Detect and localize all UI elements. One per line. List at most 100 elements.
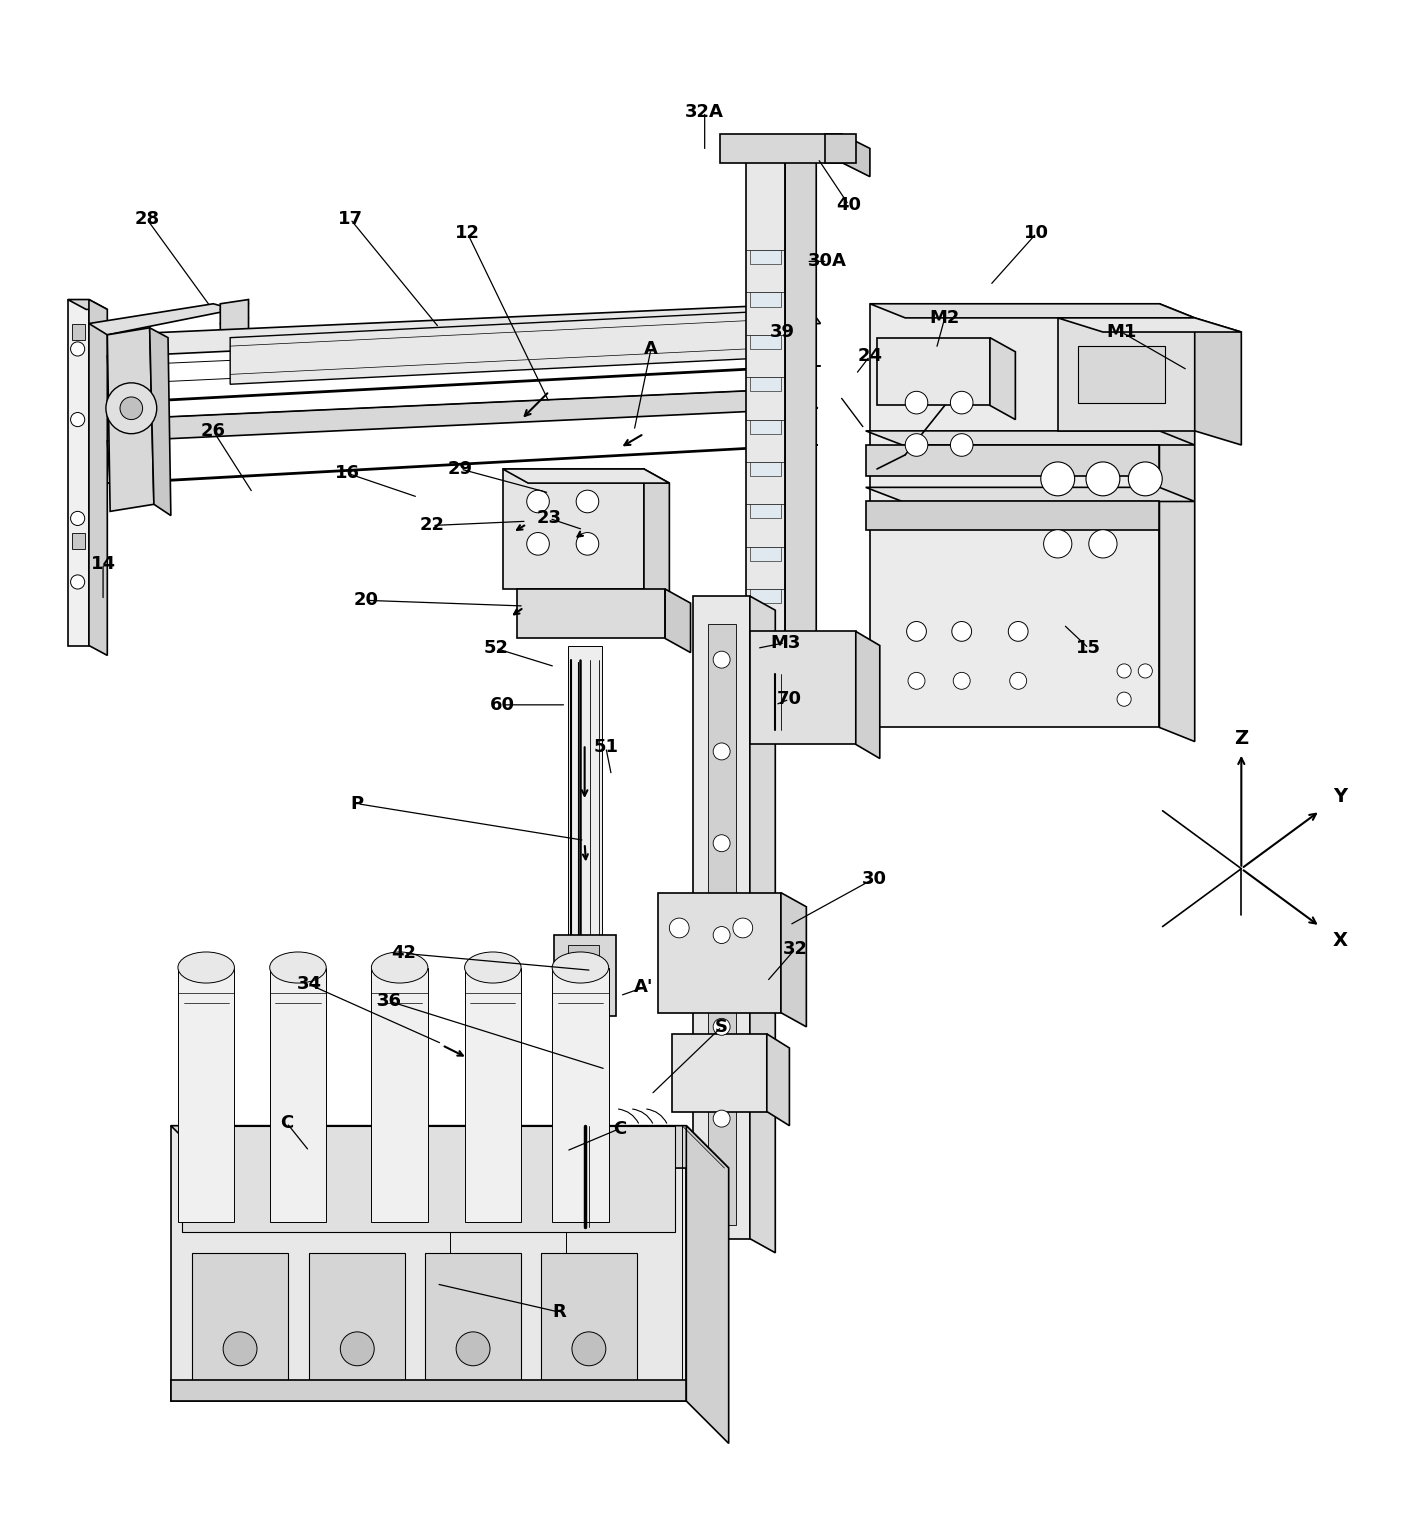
Text: 42: 42 bbox=[392, 945, 416, 962]
Polygon shape bbox=[150, 328, 171, 516]
Bar bbox=[750, 293, 781, 306]
Polygon shape bbox=[108, 356, 129, 402]
Polygon shape bbox=[825, 135, 856, 162]
Text: M1: M1 bbox=[1107, 323, 1136, 341]
Text: 36: 36 bbox=[378, 992, 402, 1010]
Bar bbox=[750, 378, 781, 391]
Bar bbox=[72, 532, 85, 549]
Polygon shape bbox=[108, 388, 818, 441]
Circle shape bbox=[713, 651, 730, 667]
Polygon shape bbox=[672, 1035, 767, 1112]
Polygon shape bbox=[785, 140, 816, 652]
Text: C: C bbox=[280, 1113, 293, 1132]
Polygon shape bbox=[750, 596, 775, 1253]
Polygon shape bbox=[89, 303, 235, 335]
Polygon shape bbox=[781, 892, 807, 1027]
Polygon shape bbox=[866, 502, 1159, 529]
Text: 12: 12 bbox=[454, 225, 480, 243]
Circle shape bbox=[120, 397, 143, 420]
Circle shape bbox=[1041, 463, 1074, 496]
Text: 40: 40 bbox=[836, 196, 862, 214]
Polygon shape bbox=[708, 625, 736, 1224]
Circle shape bbox=[106, 382, 157, 434]
Bar bbox=[567, 945, 599, 962]
Polygon shape bbox=[502, 469, 644, 589]
Polygon shape bbox=[108, 366, 821, 402]
Ellipse shape bbox=[552, 953, 608, 983]
Polygon shape bbox=[1194, 319, 1241, 444]
Circle shape bbox=[733, 918, 753, 938]
Text: 34: 34 bbox=[297, 975, 321, 994]
Text: M3: M3 bbox=[770, 634, 801, 652]
Circle shape bbox=[952, 622, 972, 642]
Bar bbox=[750, 504, 781, 519]
Bar bbox=[750, 546, 781, 561]
Polygon shape bbox=[178, 968, 235, 1221]
Polygon shape bbox=[866, 487, 1194, 502]
Circle shape bbox=[576, 490, 599, 513]
Text: 70: 70 bbox=[777, 690, 802, 708]
Polygon shape bbox=[68, 299, 108, 309]
Bar bbox=[424, 1253, 521, 1380]
Text: 32: 32 bbox=[782, 941, 808, 959]
Bar bbox=[750, 463, 781, 476]
Bar bbox=[750, 335, 781, 349]
Text: 14: 14 bbox=[91, 555, 116, 572]
Ellipse shape bbox=[371, 953, 427, 983]
Text: 16: 16 bbox=[335, 464, 359, 482]
Circle shape bbox=[526, 532, 549, 555]
Text: R: R bbox=[552, 1303, 566, 1321]
Polygon shape bbox=[870, 303, 1159, 728]
Text: S: S bbox=[715, 1018, 729, 1036]
Circle shape bbox=[1138, 664, 1152, 678]
Text: 10: 10 bbox=[1024, 225, 1049, 243]
Bar bbox=[750, 420, 781, 434]
Text: 24: 24 bbox=[857, 347, 883, 366]
Polygon shape bbox=[665, 589, 691, 652]
Text: A: A bbox=[644, 340, 658, 358]
Circle shape bbox=[1088, 529, 1116, 558]
Circle shape bbox=[907, 622, 927, 642]
Bar bbox=[750, 250, 781, 264]
Bar bbox=[183, 1126, 675, 1232]
Text: 15: 15 bbox=[1077, 639, 1101, 657]
Text: Y: Y bbox=[1333, 787, 1347, 807]
Circle shape bbox=[713, 927, 730, 944]
Circle shape bbox=[906, 434, 928, 457]
Circle shape bbox=[951, 391, 974, 414]
Polygon shape bbox=[108, 444, 818, 482]
Text: 23: 23 bbox=[536, 510, 562, 528]
Polygon shape bbox=[877, 338, 990, 405]
Circle shape bbox=[1009, 622, 1029, 642]
Text: 30: 30 bbox=[862, 869, 887, 887]
Polygon shape bbox=[108, 441, 129, 482]
Text: 29: 29 bbox=[449, 460, 473, 478]
Text: 28: 28 bbox=[134, 209, 160, 228]
Bar bbox=[192, 1253, 289, 1380]
Text: 39: 39 bbox=[770, 323, 795, 341]
Polygon shape bbox=[693, 596, 750, 1239]
Polygon shape bbox=[552, 968, 608, 1221]
Circle shape bbox=[341, 1332, 374, 1365]
Ellipse shape bbox=[270, 953, 327, 983]
Polygon shape bbox=[108, 328, 154, 511]
Text: 20: 20 bbox=[354, 592, 378, 610]
Circle shape bbox=[713, 1018, 730, 1035]
Circle shape bbox=[71, 511, 85, 525]
Polygon shape bbox=[644, 469, 669, 604]
Text: 30A: 30A bbox=[808, 252, 848, 270]
Text: 60: 60 bbox=[490, 696, 515, 715]
Circle shape bbox=[951, 434, 974, 457]
Circle shape bbox=[71, 575, 85, 589]
Text: C: C bbox=[613, 1120, 627, 1138]
Polygon shape bbox=[68, 299, 89, 646]
Circle shape bbox=[1085, 463, 1119, 496]
Polygon shape bbox=[720, 135, 842, 162]
Polygon shape bbox=[746, 140, 816, 155]
Polygon shape bbox=[1058, 319, 1194, 431]
Polygon shape bbox=[89, 299, 108, 655]
Circle shape bbox=[71, 341, 85, 356]
Polygon shape bbox=[108, 303, 821, 356]
Polygon shape bbox=[464, 968, 521, 1221]
Text: 51: 51 bbox=[593, 739, 618, 755]
